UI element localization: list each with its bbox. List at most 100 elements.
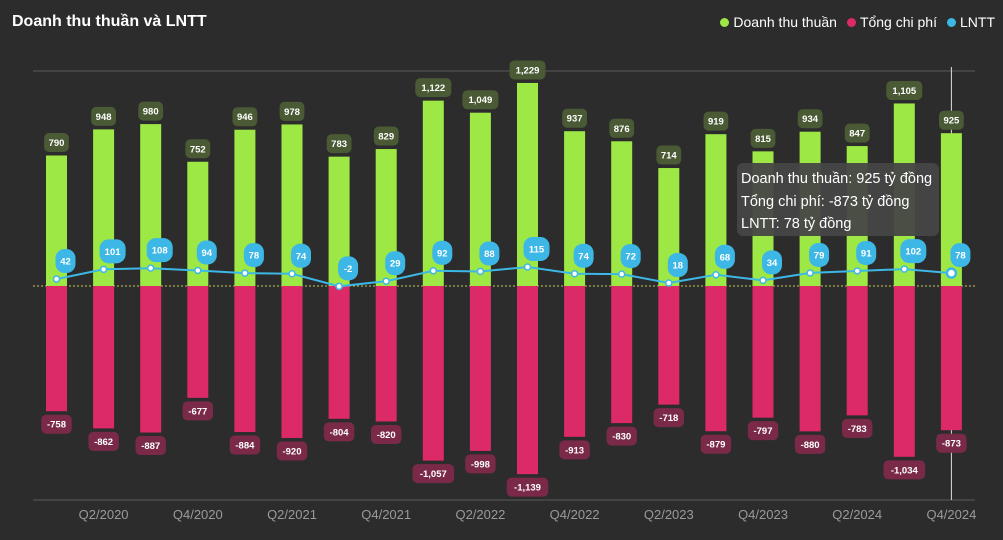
profit-label-bg xyxy=(856,240,877,265)
cost-label-bg xyxy=(465,454,496,474)
profit-point xyxy=(853,267,861,275)
cost-bar xyxy=(658,286,680,405)
revenue-label: 1,105 xyxy=(892,86,916,97)
cost-label-bg xyxy=(747,421,779,441)
cost-label: -820 xyxy=(377,430,396,441)
cost-bar xyxy=(611,286,633,424)
revenue-label-bg xyxy=(750,128,776,148)
profit-label-bg xyxy=(620,244,641,269)
profit-label: -2 xyxy=(344,264,352,275)
x-tick-label: Q2/2023 xyxy=(644,507,694,522)
x-tick-label: Q4/2023 xyxy=(738,507,788,522)
x-tick-label: Q4/2022 xyxy=(550,507,600,522)
revenue-label-bg xyxy=(509,60,546,80)
revenue-label: 815 xyxy=(755,134,772,145)
profit-label-bg xyxy=(523,237,550,262)
profit-label-bg xyxy=(900,239,927,264)
revenue-label: 1,229 xyxy=(516,65,540,76)
legend: Doanh thu thuần Tổng chi phí LNTT xyxy=(720,14,995,30)
profit-label-bg xyxy=(243,243,264,268)
cost-label-bg xyxy=(700,434,732,454)
profit-label-bg xyxy=(338,256,359,281)
tooltip-cost: Tổng chi phí: -873 tỷ đồng xyxy=(741,193,910,210)
profit-point xyxy=(523,263,532,271)
revenue-label-bg xyxy=(91,106,116,126)
profit-label: 78 xyxy=(955,251,966,262)
revenue-label: 946 xyxy=(237,112,253,123)
profit-label: 88 xyxy=(484,249,495,260)
profit-label-bg xyxy=(432,240,453,265)
cost-label: -1,034 xyxy=(891,465,919,476)
profit-point xyxy=(52,275,61,283)
cost-label: -913 xyxy=(565,445,584,456)
cost-label: -862 xyxy=(94,437,113,448)
revenue-label-bg xyxy=(797,109,823,129)
cost-label-bg xyxy=(41,414,72,434)
profit-label: 101 xyxy=(105,247,122,258)
tooltip-revenue: Doanh thu thuần: 925 tỷ đồng xyxy=(741,171,933,187)
revenue-label: 1,049 xyxy=(469,95,493,106)
profit-label: 108 xyxy=(152,246,168,257)
cost-label-bg xyxy=(88,431,119,451)
profit-label-bg xyxy=(762,250,782,275)
revenue-label-bg xyxy=(609,118,635,138)
cost-bar xyxy=(517,286,538,475)
revenue-label: 978 xyxy=(284,107,300,118)
revenue-label: 752 xyxy=(190,144,206,155)
profit-point xyxy=(241,269,249,277)
profit-label: 18 xyxy=(673,261,684,272)
cost-label: -998 xyxy=(471,459,490,470)
x-tick-label: Q2/2021 xyxy=(267,507,317,522)
x-tick-label: Q4/2021 xyxy=(361,507,411,522)
profit-point xyxy=(712,271,720,279)
revenue-label-bg xyxy=(886,80,923,100)
profit-label: 34 xyxy=(767,258,778,269)
revenue-bar xyxy=(328,156,350,286)
cost-label-bg xyxy=(559,440,590,460)
legend-dot-cost xyxy=(846,17,856,27)
revenue-label: 925 xyxy=(943,116,960,127)
revenue-label-bg xyxy=(232,107,258,127)
cost-label-bg xyxy=(936,433,967,453)
cost-bar xyxy=(846,286,868,416)
profit-point xyxy=(945,267,958,279)
legend-item-profit[interactable]: LNTT xyxy=(947,14,995,30)
revenue-label: 980 xyxy=(143,107,159,118)
profit-point xyxy=(194,266,202,275)
profit-label: 42 xyxy=(60,257,71,268)
cost-label-bg xyxy=(229,435,261,455)
cost-label: -1,139 xyxy=(514,483,541,494)
cost-bar xyxy=(234,286,256,433)
profit-label: 91 xyxy=(861,248,872,259)
x-tick-label: Q4/2024 xyxy=(926,507,976,522)
cost-bar xyxy=(328,286,350,419)
cost-label: -830 xyxy=(612,432,631,443)
cost-bar xyxy=(469,286,491,451)
revenue-label: 919 xyxy=(708,117,724,128)
profit-label: 115 xyxy=(529,245,545,256)
cost-label-bg xyxy=(323,422,355,442)
profit-label: 74 xyxy=(578,251,589,262)
legend-item-revenue[interactable]: Doanh thu thuần xyxy=(720,14,837,30)
revenue-label: 948 xyxy=(96,112,112,123)
revenue-label: 876 xyxy=(614,124,630,135)
profit-label-bg xyxy=(385,251,406,276)
revenue-label-bg xyxy=(326,134,352,154)
cost-label: -887 xyxy=(141,441,160,452)
profit-point xyxy=(806,269,814,277)
profit-point xyxy=(99,265,108,274)
cost-label-bg xyxy=(506,477,549,497)
revenue-label: 937 xyxy=(567,114,583,125)
cost-bar xyxy=(752,286,774,418)
revenue-label: 829 xyxy=(378,132,394,143)
profit-label-bg xyxy=(479,241,500,266)
cost-label: -758 xyxy=(47,420,66,431)
cost-label-bg xyxy=(135,436,166,456)
profit-label-bg xyxy=(573,243,594,268)
cost-label: -797 xyxy=(753,426,772,437)
legend-item-cost[interactable]: Tổng chi phí xyxy=(846,14,937,30)
revenue-label-bg xyxy=(656,145,682,165)
tooltip: Doanh thu thuần: 925 tỷ đồng Tổng chi ph… xyxy=(737,163,939,236)
revenue-label-bg xyxy=(138,101,164,121)
revenue-bar xyxy=(422,100,444,286)
